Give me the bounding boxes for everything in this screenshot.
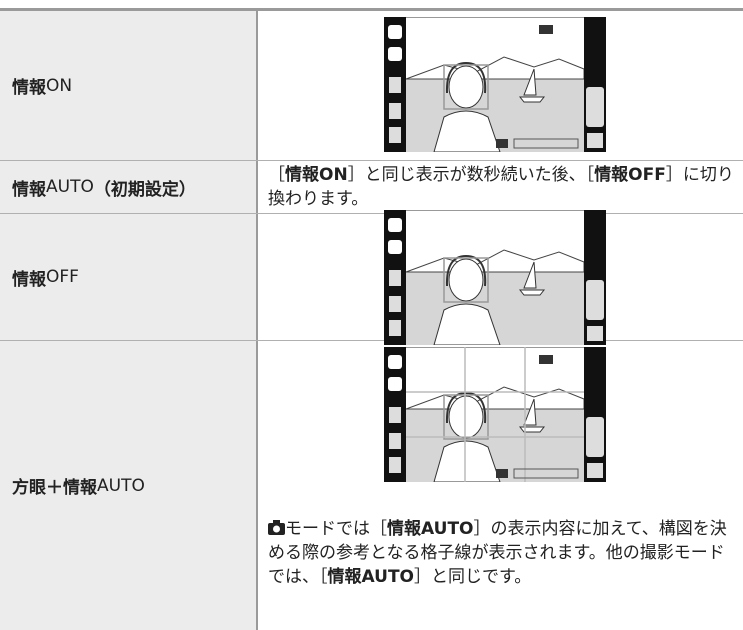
text-segment: （初期設定） (93, 179, 196, 200)
mode-icon (388, 377, 402, 391)
text-segment: 情報 (12, 78, 46, 98)
size-indicator (496, 469, 508, 478)
exposure-indicator (513, 138, 579, 149)
focus-frame (443, 257, 489, 303)
head (448, 258, 484, 302)
quality-indicator (539, 25, 553, 34)
setting-icon (389, 433, 401, 449)
setting-icon (389, 270, 401, 286)
quality-indicator (539, 355, 553, 364)
text-segment: 情報ON (285, 165, 348, 185)
camera-icon (268, 520, 285, 535)
text-segment: AUTO (46, 177, 94, 197)
body (433, 110, 501, 152)
setting-icon (389, 127, 401, 143)
table-row: 情報 AUTO （初期設定） ［情報ON］と同じ表示が数秒続いた後、［情報OFF］に… (0, 161, 743, 214)
description-text: モードでは［情報AUTO］の表示内容に加えて、構図を決める際の参考となる格子線が… (268, 519, 727, 587)
hair (445, 254, 487, 287)
text-segment: 情報 (12, 269, 46, 290)
focus-frame (443, 64, 489, 110)
right-bar (584, 17, 606, 152)
home-icon (587, 133, 603, 148)
mode-icon (388, 218, 402, 232)
row-description: モードでは［情報AUTO］の表示内容に加えて、構図を決める際の参考となる格子線が… (268, 517, 737, 589)
setting-icon (389, 103, 401, 119)
body (433, 440, 501, 482)
zoom-icon (586, 417, 604, 457)
sailboat (518, 68, 546, 103)
text-segment: 情報OFF (594, 165, 666, 185)
sailboat (518, 261, 546, 296)
size-indicator (496, 139, 508, 148)
row-label: 情報 OFF (0, 214, 258, 340)
text-segment: ］に切り換わります。 (268, 165, 734, 209)
mode-icon (388, 25, 402, 39)
row-content: ［情報ON］と同じ表示が数秒続いた後、［情報OFF］に切り換わります。 (258, 161, 743, 213)
home-icon (587, 326, 603, 341)
setting-icon (389, 296, 401, 312)
text-segment: モードでは［ (285, 519, 387, 539)
head (448, 65, 484, 109)
setting-icon (389, 320, 401, 336)
setting-icon (389, 457, 401, 473)
zoom-icon (586, 87, 604, 127)
table-row: 情報 ON (0, 11, 743, 161)
screen-illustration (384, 17, 606, 152)
hair (445, 61, 487, 94)
mode-icon (388, 47, 402, 61)
text-segment: ［ (268, 165, 285, 185)
text-segment: OFF (46, 267, 79, 287)
table-row: 情報 OFF (0, 210, 743, 345)
home-icon (587, 463, 603, 478)
row-label: 情報 ON (0, 11, 258, 160)
mode-icon (388, 240, 402, 254)
right-bar (584, 210, 606, 345)
mode-icon (388, 355, 402, 369)
sailboat (518, 398, 546, 433)
text-segment: 方眼＋情報 (12, 478, 97, 498)
hair (445, 391, 487, 424)
zoom-icon (586, 280, 604, 320)
text-segment: 情報AUTO (327, 567, 415, 587)
row-label: 方眼＋情報 AUTO (0, 341, 258, 630)
screen-illustration (384, 210, 606, 345)
right-bar (584, 347, 606, 482)
row-label: 情報 AUTO （初期設定） (0, 161, 258, 213)
text-segment: 情報AUTO (387, 519, 474, 539)
text-segment: AUTO (97, 475, 145, 496)
body (433, 303, 501, 345)
setting-icon (389, 407, 401, 423)
table-row: 方眼＋情報 AUTO モードでは［情報AUTO］の表示内容に加えて、構図を決める際… (0, 341, 743, 630)
screen-illustration (384, 347, 606, 482)
text-segment: ］と同じです。 (414, 567, 532, 587)
top-rule (0, 8, 743, 11)
row-description: ［情報ON］と同じ表示が数秒続いた後、［情報OFF］に切り換わります。 (268, 163, 737, 211)
text-segment: ］の表示内容に加えて、構図を決める際の参考となる格子線が表示されます。他の撮影モ… (268, 519, 727, 587)
head (448, 395, 484, 439)
text-segment: ON (46, 75, 73, 96)
text-segment: 情報 (12, 179, 46, 200)
exposure-indicator (513, 468, 579, 479)
row-content (258, 210, 743, 345)
row-content: モードでは［情報AUTO］の表示内容に加えて、構図を決める際の参考となる格子線が… (258, 341, 743, 630)
focus-frame (443, 394, 489, 440)
row-content (258, 11, 743, 160)
text-segment: ］と同じ表示が数秒続いた後、［ (347, 165, 595, 185)
setting-icon (389, 77, 401, 93)
